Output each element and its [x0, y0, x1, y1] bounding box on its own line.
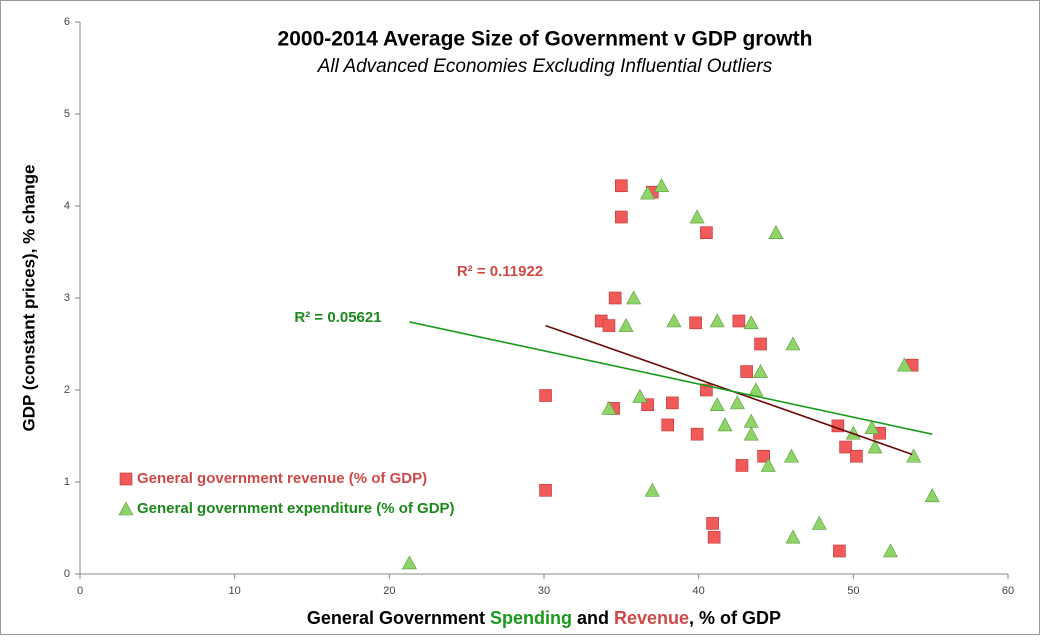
- x-tick-label: 60: [1002, 585, 1014, 597]
- y-tick-label: 5: [64, 108, 70, 120]
- point: [732, 314, 746, 328]
- point: [740, 365, 753, 378]
- point: [632, 388, 648, 403]
- point: [768, 225, 784, 239]
- point: [706, 517, 719, 530]
- r-squared-label: R² = 0.05621: [294, 309, 381, 326]
- x-axis-label: General Government Spending and Revenue,…: [307, 608, 781, 628]
- point: [833, 544, 846, 558]
- legend-marker: [119, 472, 133, 486]
- point: [811, 515, 827, 530]
- x-label-part: and: [572, 608, 614, 628]
- point: [896, 357, 912, 372]
- point: [783, 448, 799, 463]
- point: [608, 291, 622, 305]
- point: [689, 316, 702, 330]
- x-tick-label: 0: [77, 585, 83, 597]
- point: [743, 426, 759, 441]
- point: [754, 337, 767, 351]
- x-tick-label: 40: [693, 585, 705, 597]
- point: [850, 449, 863, 463]
- point: [626, 290, 642, 305]
- point: [864, 420, 880, 435]
- point: [735, 459, 749, 472]
- x-tick-label: 20: [383, 585, 395, 597]
- y-tick-label: 3: [64, 292, 70, 304]
- point: [709, 313, 725, 328]
- point: [689, 209, 705, 224]
- point: [729, 395, 745, 410]
- y-tick-label: 6: [64, 16, 70, 28]
- y-tick-label: 1: [64, 476, 70, 488]
- chart-subtitle: All Advanced Economies Excluding Influen…: [317, 56, 773, 77]
- point: [690, 427, 704, 441]
- point: [709, 397, 725, 412]
- point: [839, 440, 852, 454]
- point: [753, 363, 769, 378]
- point: [717, 417, 733, 432]
- r-squared-label: R² = 0.11922: [457, 263, 543, 280]
- point: [760, 457, 776, 472]
- point: [615, 179, 628, 193]
- point: [666, 313, 682, 328]
- point: [618, 317, 634, 332]
- point: [601, 400, 617, 415]
- point: [602, 319, 616, 332]
- point: [666, 396, 679, 410]
- point: [906, 448, 922, 463]
- x-tick-label: 10: [229, 585, 241, 597]
- legend-label: General government expenditure (% of GDP…: [137, 500, 455, 517]
- point: [785, 336, 801, 351]
- point: [757, 449, 770, 463]
- x-label-part: Revenue: [614, 608, 689, 628]
- legend-label: General government revenue (% of GDP): [137, 470, 427, 487]
- x-tick-label: 50: [847, 585, 859, 597]
- point: [644, 482, 660, 497]
- point: [640, 185, 656, 200]
- point: [924, 488, 940, 503]
- point: [743, 315, 759, 330]
- x-label-part: Spending: [490, 608, 572, 628]
- x-label-part: , % of GDP: [689, 608, 781, 628]
- x-label-part: General Government: [307, 608, 490, 628]
- trendline: [409, 321, 933, 435]
- point: [867, 439, 883, 454]
- chart-title: 2000-2014 Average Size of Government v G…: [278, 28, 813, 51]
- y-axis-label: GDP (constant prices), % change: [19, 164, 38, 431]
- point: [882, 543, 898, 558]
- point: [401, 555, 417, 570]
- point: [661, 418, 675, 432]
- legend-marker: [118, 501, 134, 516]
- y-tick-label: 0: [64, 568, 70, 580]
- y-tick-label: 2: [64, 384, 70, 396]
- x-tick-label: 30: [538, 585, 550, 597]
- point: [539, 483, 552, 497]
- point: [539, 389, 552, 402]
- point: [785, 529, 801, 544]
- y-tick-label: 4: [64, 200, 70, 212]
- point: [615, 210, 628, 224]
- point: [707, 530, 721, 544]
- point: [700, 226, 713, 239]
- point: [654, 178, 670, 193]
